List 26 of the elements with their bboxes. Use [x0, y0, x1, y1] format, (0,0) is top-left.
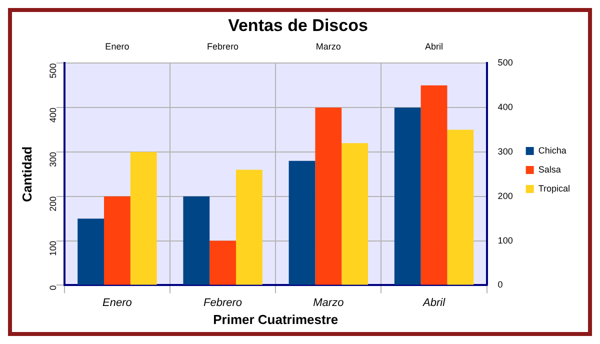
x-tick-label: Abril	[422, 296, 446, 309]
y2-tick-label: 100	[498, 235, 513, 246]
y2-tick-label: 500	[498, 58, 513, 68]
y2-tick-label: 300	[498, 146, 513, 156]
x-tick-label: Febrero	[204, 296, 242, 309]
y2-tick-label: 0	[498, 280, 503, 290]
legend-label: Tropical	[538, 183, 570, 194]
category-label: Abril	[425, 41, 444, 52]
y-axis-title: Cantidad	[19, 146, 34, 202]
category-label: Febrero	[207, 41, 239, 52]
y2-tick-label: 200	[498, 190, 513, 201]
legend-label: Chicha	[538, 145, 566, 156]
y-tick-label: 300	[48, 152, 58, 168]
legend-label: Salsa	[538, 164, 561, 174]
y-tick-label: 0	[48, 285, 58, 290]
y-tick-label: 100	[48, 240, 58, 256]
chart-title: Ventas de Discos	[228, 16, 368, 35]
x-axis-title: Primer Cuatrimestre	[213, 312, 338, 327]
x-tick-label: Marzo	[313, 296, 344, 309]
y-tick-label: 500	[48, 63, 58, 78]
category-label: Marzo	[316, 41, 341, 52]
y2-tick-label: 400	[498, 102, 513, 112]
y-tick-label: 400	[48, 108, 58, 123]
category-label: Enero	[105, 41, 130, 52]
y-tick-label: 200	[48, 196, 58, 212]
x-tick-label: Enero	[102, 296, 132, 309]
